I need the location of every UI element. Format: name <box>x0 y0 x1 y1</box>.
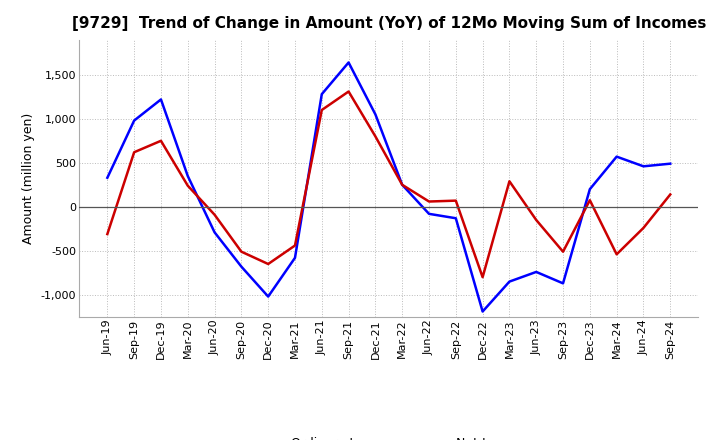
Ordinary Income <box>210 230 219 235</box>
Line: Net Income: Net Income <box>107 92 670 277</box>
Ordinary Income <box>585 187 594 192</box>
Ordinary Income <box>130 118 138 123</box>
Ordinary Income <box>371 112 379 117</box>
Net Income <box>157 138 166 143</box>
Ordinary Income <box>318 92 326 97</box>
Net Income <box>130 150 138 155</box>
Ordinary Income <box>505 279 514 284</box>
Net Income <box>425 199 433 204</box>
Net Income <box>103 231 112 237</box>
Net Income <box>318 107 326 113</box>
Ordinary Income <box>291 255 300 260</box>
Ordinary Income <box>103 175 112 180</box>
Net Income <box>478 275 487 280</box>
Net Income <box>237 249 246 254</box>
Net Income <box>344 89 353 94</box>
Y-axis label: Amount (million yen): Amount (million yen) <box>22 113 35 244</box>
Ordinary Income <box>532 269 541 275</box>
Net Income <box>585 198 594 203</box>
Ordinary Income <box>639 164 648 169</box>
Ordinary Income <box>425 211 433 216</box>
Net Income <box>451 198 460 203</box>
Net Income <box>559 249 567 254</box>
Ordinary Income <box>666 161 675 166</box>
Ordinary Income <box>478 309 487 314</box>
Ordinary Income <box>612 154 621 159</box>
Title: [9729]  Trend of Change in Amount (YoY) of 12Mo Moving Sum of Incomes: [9729] Trend of Change in Amount (YoY) o… <box>71 16 706 32</box>
Legend: Ordinary Income, Net Income: Ordinary Income, Net Income <box>245 432 533 440</box>
Ordinary Income <box>559 281 567 286</box>
Line: Ordinary Income: Ordinary Income <box>107 62 670 312</box>
Ordinary Income <box>157 97 166 102</box>
Net Income <box>666 192 675 197</box>
Ordinary Income <box>264 294 272 299</box>
Net Income <box>184 183 192 188</box>
Ordinary Income <box>237 264 246 269</box>
Net Income <box>210 212 219 217</box>
Net Income <box>639 225 648 231</box>
Net Income <box>371 134 379 139</box>
Net Income <box>398 182 407 187</box>
Net Income <box>291 243 300 248</box>
Net Income <box>264 261 272 267</box>
Ordinary Income <box>398 182 407 187</box>
Ordinary Income <box>184 173 192 179</box>
Net Income <box>505 179 514 184</box>
Net Income <box>532 217 541 223</box>
Ordinary Income <box>451 216 460 221</box>
Ordinary Income <box>344 60 353 65</box>
Net Income <box>612 252 621 257</box>
